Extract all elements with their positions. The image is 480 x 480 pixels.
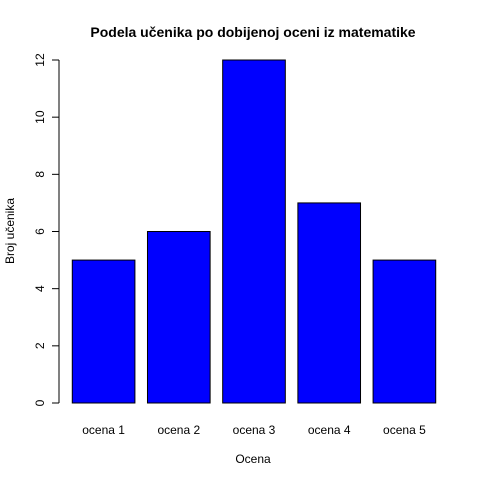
- bar: [71, 259, 136, 404]
- y-tick-label: 8: [33, 171, 47, 178]
- y-tick-label: 6: [33, 228, 47, 235]
- y-tick-label: 2: [33, 342, 47, 349]
- y-tick-label: 12: [33, 53, 47, 67]
- x-tick-labels: ocena 1 ocena 2 ocena 3 ocena 4 ocena 5: [82, 423, 426, 437]
- bar: [297, 202, 362, 404]
- x-tick-label: ocena 5: [383, 423, 426, 437]
- bar: [222, 59, 286, 404]
- chart-title: Podela učenika po dobijenoj oceni iz mat…: [90, 24, 415, 40]
- x-tick-label: ocena 3: [233, 423, 276, 437]
- x-tick-label: ocena 2: [157, 423, 200, 437]
- y-axis-label: Broj učenika: [3, 198, 17, 264]
- y-tick-label: 0: [33, 399, 47, 406]
- x-tick-label: ocena 4: [308, 423, 351, 437]
- x-tick-label: ocena 1: [82, 423, 125, 437]
- y-tick-label: 10: [33, 110, 47, 124]
- bars: [71, 59, 437, 404]
- y-tick-label: 4: [33, 285, 47, 292]
- bar: [146, 231, 211, 404]
- bar: [372, 259, 437, 404]
- x-axis-label: Ocena: [235, 452, 271, 466]
- y-axis: 0 2 4 6 8 10 12: [33, 53, 60, 406]
